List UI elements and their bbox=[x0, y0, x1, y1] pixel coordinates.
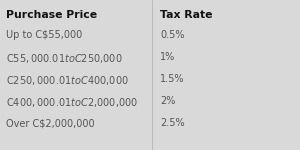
Text: C$400,000.01 to C$2,000,000: C$400,000.01 to C$2,000,000 bbox=[6, 96, 138, 109]
Text: 1.5%: 1.5% bbox=[160, 74, 184, 84]
Text: 2%: 2% bbox=[160, 96, 176, 106]
Text: C$250,000.01 to C$400,000: C$250,000.01 to C$400,000 bbox=[6, 74, 129, 87]
Text: 2.5%: 2.5% bbox=[160, 118, 184, 128]
Text: Tax Rate: Tax Rate bbox=[160, 10, 212, 20]
Text: 0.5%: 0.5% bbox=[160, 30, 184, 40]
Text: Purchase Price: Purchase Price bbox=[6, 10, 97, 20]
Text: Up to C$55,000: Up to C$55,000 bbox=[6, 30, 82, 40]
Text: 1%: 1% bbox=[160, 52, 175, 62]
Text: Over C$2,000,000: Over C$2,000,000 bbox=[6, 118, 94, 128]
Text: C$55,000.01 to C$250,000: C$55,000.01 to C$250,000 bbox=[6, 52, 122, 65]
